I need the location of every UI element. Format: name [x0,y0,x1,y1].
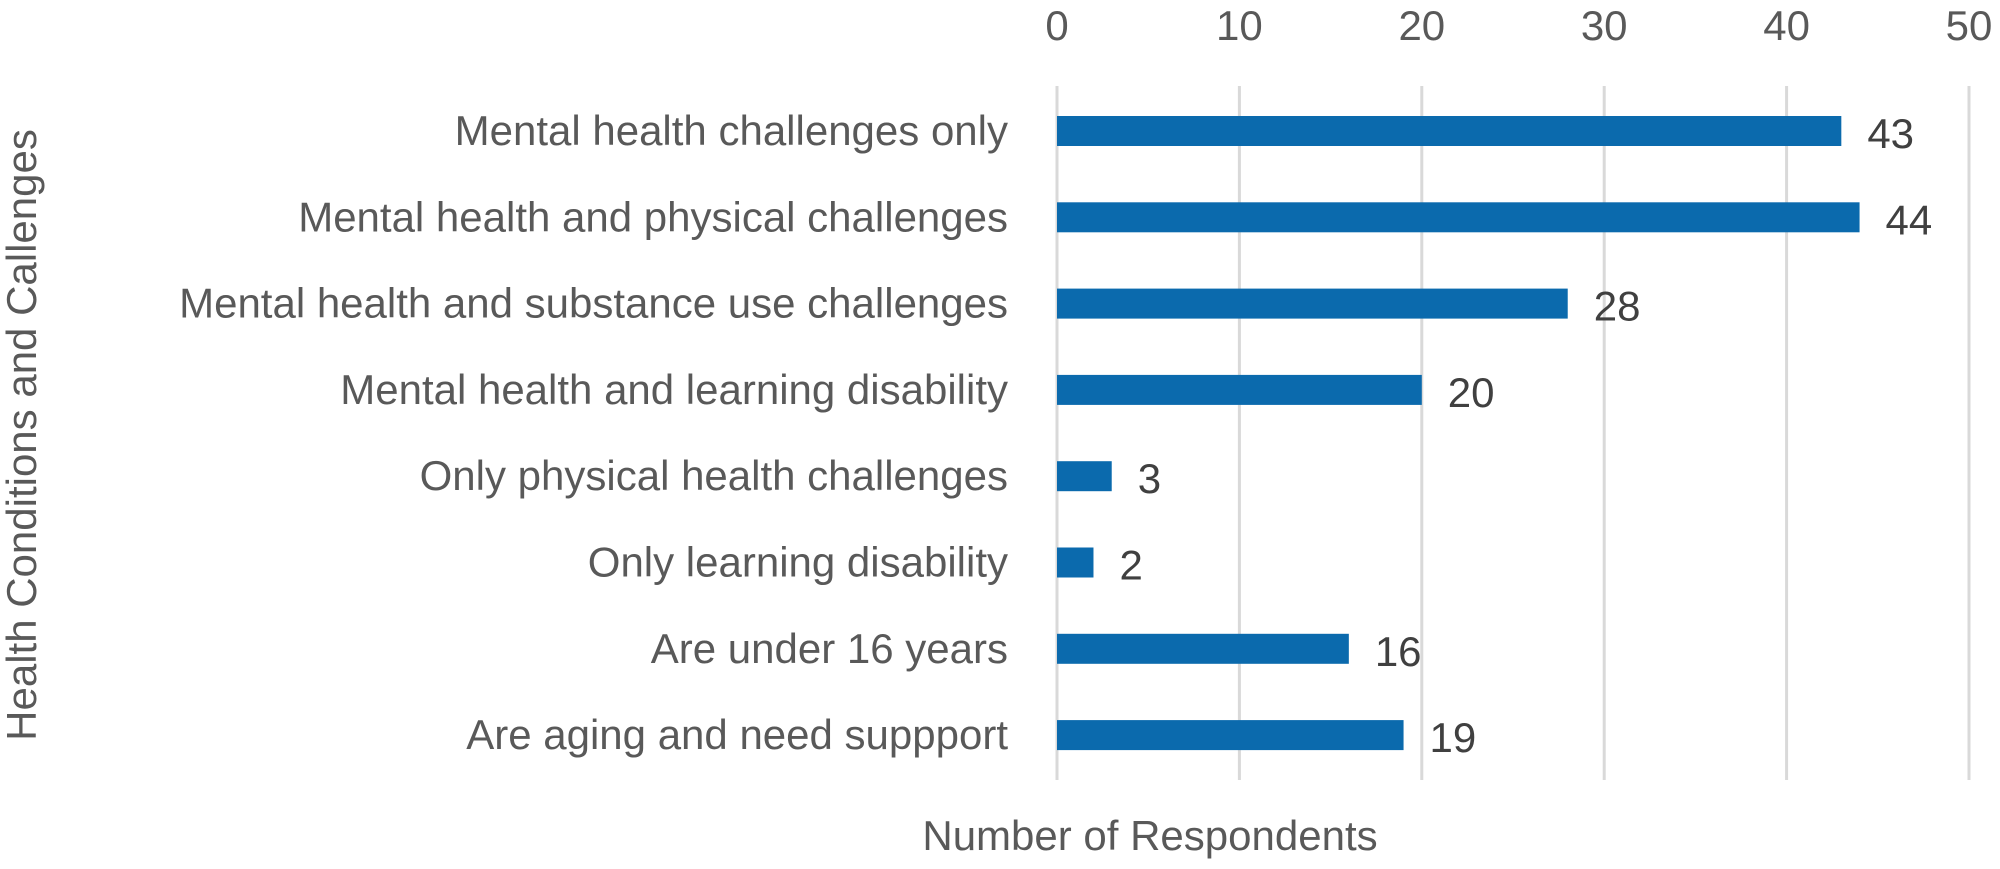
bar [1057,116,1842,146]
data-label: 43 [1867,110,1914,157]
category-label: Are aging and need suppport [466,711,1008,758]
category-label: Mental health challenges only [455,107,1008,154]
bar [1057,461,1112,492]
category-labels: Mental health challenges only Mental heal… [179,107,1008,758]
category-label: Only physical health challenges [420,452,1008,499]
category-label: Mental health and substance use challeng… [179,280,1008,327]
bar [1057,633,1349,664]
data-label: 19 [1430,714,1477,761]
data-label: 16 [1375,628,1422,675]
category-label: Only learning disability [588,539,1008,586]
bar [1057,202,1860,233]
category-label: Mental health and physical challenges [298,193,1008,240]
x-tick-label: 0 [1045,2,1068,49]
x-tick-label: 20 [1398,2,1445,49]
x-tick-label: 30 [1581,2,1628,49]
x-tick-label: 50 [1946,2,1993,49]
category-label: Mental health and learning disability [340,366,1008,413]
y-axis-title: Health Conditions and Callenges [0,129,45,741]
x-tick-label: 40 [1763,2,1810,49]
category-label: Are under 16 years [651,625,1008,672]
bar [1057,547,1094,578]
bar [1057,288,1568,319]
gridlines [1055,86,1971,780]
x-axis-ticks: 0 10 20 30 40 50 [1045,2,1992,49]
data-label: 28 [1594,283,1641,330]
bars [1057,116,1860,751]
data-label: 20 [1448,369,1495,416]
data-label: 2 [1119,542,1142,589]
bar [1057,720,1404,751]
bar [1057,374,1422,405]
data-label: 3 [1138,455,1161,502]
data-label: 44 [1886,196,1933,243]
x-tick-label: 10 [1216,2,1263,49]
x-axis-title: Number of Respondents [922,812,1377,859]
